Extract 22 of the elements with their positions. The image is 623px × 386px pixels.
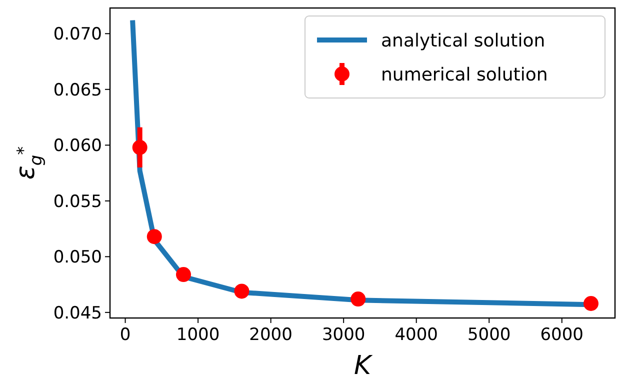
x-tick-label: 0 xyxy=(120,325,131,345)
x-tick-label: 4000 xyxy=(394,325,438,345)
point xyxy=(132,140,148,155)
x-tick-label: 5000 xyxy=(467,325,511,345)
point xyxy=(176,267,191,282)
point xyxy=(583,296,598,312)
y-tick-label: 0.060 xyxy=(53,136,102,156)
x-tick-label: 2000 xyxy=(249,325,292,345)
x-tick-label: 6000 xyxy=(540,325,584,345)
point xyxy=(146,229,162,244)
y-tick-label: 0.070 xyxy=(53,24,102,45)
x-tick-label: 1000 xyxy=(176,325,220,345)
y-tick-label: 0.065 xyxy=(53,80,102,100)
legend-label: numerical solution xyxy=(381,64,548,86)
x-tick-label: 3000 xyxy=(322,325,366,345)
x-axis-title: K xyxy=(354,351,373,381)
y-tick-label: 0.045 xyxy=(53,303,102,324)
point xyxy=(234,284,250,299)
point xyxy=(350,292,366,307)
legend-label: analytical solution xyxy=(381,30,546,52)
y-tick-label: 0.055 xyxy=(53,192,102,212)
y-tick-label: 0.050 xyxy=(53,248,102,268)
